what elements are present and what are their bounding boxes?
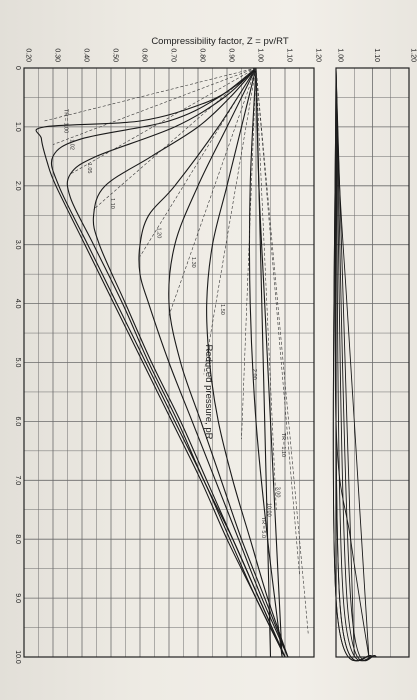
dashed-volume-line <box>44 67 257 122</box>
x-tick-label: 1.0 <box>14 122 21 132</box>
y-tick-label: 0.70 <box>170 48 177 62</box>
y-tick-label: 1.10 <box>286 48 293 62</box>
dashed-volume-line <box>255 67 309 634</box>
y-tick-label: 0.50 <box>112 48 119 62</box>
curve-labels: TR = 1.00 1.02 1.05 1.10 1.20 1.30 1.50 2.00 3.0… <box>63 109 287 538</box>
curve-annotation: 1.10 <box>109 198 115 209</box>
series-curves <box>35 67 377 662</box>
inset-series-line <box>332 67 373 662</box>
y-tick-label: 1.00 <box>257 48 264 62</box>
curve-annotation: 2.00 <box>251 369 257 380</box>
x-axis-title: Reduced pressure, pR <box>203 344 214 439</box>
y-tick-label: 0.60 <box>141 48 148 62</box>
dashed-volume-line <box>52 67 257 145</box>
x-tick-label: 7.0 <box>14 475 21 485</box>
inset-series-line <box>335 67 355 658</box>
dashed-volume-line <box>203 67 257 375</box>
series-line <box>255 67 272 658</box>
dashed-volume-line <box>139 67 257 257</box>
y-axis-title: Compressibility factor, Z = pv/RT <box>151 36 289 47</box>
y-tick-label: 0.20 <box>25 48 32 62</box>
inset-series-line <box>332 67 373 662</box>
curve-annotation: 1.02 <box>68 139 74 150</box>
inset-plot-frame <box>335 67 410 658</box>
plot-frames <box>23 67 410 658</box>
main-plot-frame <box>23 67 315 658</box>
curve-annotation: TR = 1.10 <box>280 433 286 457</box>
y-tick-label: 0.40 <box>83 48 90 62</box>
x-tick-label: 2.0 <box>14 181 21 191</box>
y-tick-label: 0.30 <box>54 48 61 62</box>
dashed-volume-line <box>168 67 257 316</box>
curve-annotation: TR = 1.00 <box>63 109 69 133</box>
x-tick-label: 4.0 <box>14 299 21 309</box>
inset-series-line <box>334 67 370 658</box>
series-line <box>168 67 289 658</box>
inset-y-tick-label: 1.00 <box>337 48 344 62</box>
curve-annotation: TR = 5.0 <box>260 517 266 538</box>
x-tick-label: 10.0 <box>14 650 21 664</box>
curve-annotation: 1.50 <box>219 304 225 315</box>
curve-annotation: 1.05 <box>86 163 92 174</box>
dashed-volume-line <box>255 67 277 510</box>
x-tick-label: 9.0 <box>14 593 21 603</box>
inset-series-line <box>335 67 377 662</box>
dashed-volume-line <box>70 67 257 175</box>
x-tick-label: 3.0 <box>14 240 21 250</box>
dashed-volume-line <box>241 67 257 440</box>
x-tick-label: 8.0 <box>14 534 21 544</box>
dashed-volume-line <box>93 67 257 210</box>
series-line <box>248 67 283 658</box>
curve-annotation: 1.20 <box>155 228 161 239</box>
inset-y-tick-label: 1.20 <box>410 48 417 62</box>
curve-annotation: 1.30 <box>190 257 196 268</box>
series-line <box>92 67 286 658</box>
y-tick-label: 0.80 <box>199 48 206 62</box>
tick-labels: 0 1.0 2.0 3.0 4.0 5.0 6.0 7.0 8.0 9.0 10.0 0.20 0.30… <box>14 48 417 664</box>
series-line <box>50 67 286 658</box>
x-tick-label: 0 <box>14 66 21 70</box>
inset-y-tick-label: 1.10 <box>373 48 380 62</box>
curve-annotation: 3.00 <box>274 487 280 498</box>
x-tick-label: 5.0 <box>14 358 21 368</box>
series-line <box>138 67 289 658</box>
x-tick-label: 6.0 <box>14 417 21 427</box>
curve-annotation: 10.00 <box>266 503 272 517</box>
series-line <box>35 67 286 658</box>
series-line <box>206 67 289 658</box>
y-tick-label: 1.20 <box>315 48 322 62</box>
y-tick-label: 0.90 <box>228 48 235 62</box>
